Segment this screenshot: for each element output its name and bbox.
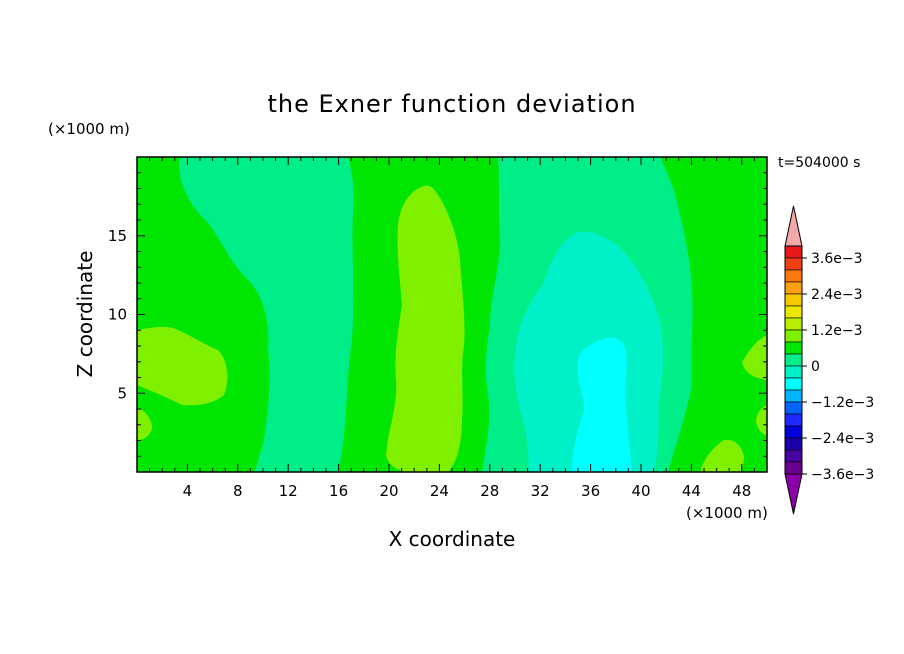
colorbar-label: −2.4e−3	[811, 431, 874, 447]
colorbar-swatch	[784, 293, 803, 307]
colorbar-swatch	[784, 389, 803, 403]
colorbar-swatch	[784, 281, 803, 295]
colorbar-swatch	[784, 425, 803, 439]
colorbar-swatch	[784, 245, 803, 259]
colorbar-swatch	[784, 341, 803, 355]
x-tick-label: 4	[183, 482, 193, 500]
y-unit-label: (×1000 m)	[48, 120, 130, 138]
contour-blob-southeast	[700, 439, 744, 472]
colorbar-swatch	[784, 305, 803, 319]
y-tick-label: 10	[108, 306, 127, 324]
colorbar-label: 3.6e−3	[811, 251, 863, 267]
colorbar-frame	[784, 245, 803, 475]
colorbar-swatch	[784, 353, 803, 367]
contour-blob-west-low	[137, 408, 152, 440]
x-tick-label: 8	[233, 482, 243, 500]
chart-title: the Exner function deviation	[267, 90, 636, 118]
contour-blob-west	[137, 326, 228, 406]
y-tick-label: 5	[117, 384, 127, 402]
colorbar-label: 0	[811, 359, 820, 375]
colorbar-swatch	[784, 365, 803, 379]
x-tick-label: 44	[682, 482, 701, 500]
plot-area	[137, 157, 767, 472]
colorbar-label: 1.2e−3	[811, 323, 863, 339]
contour-core-cyan	[572, 337, 632, 472]
x-tick-label: 32	[531, 482, 550, 500]
colorbar-label: 2.4e−3	[811, 287, 863, 303]
y-axis-ticks: 5 10 15	[108, 172, 767, 457]
colorbar-swatch	[784, 317, 803, 331]
colorbar-swatch	[784, 377, 803, 391]
x-tick-label: 16	[329, 482, 348, 500]
x-tick-label: 40	[631, 482, 650, 500]
y-tick-label: 15	[108, 227, 127, 245]
x-tick-label: 20	[379, 482, 398, 500]
x-unit-label: (×1000 m)	[686, 504, 768, 522]
colorbar-over-arrow	[784, 205, 803, 247]
colorbar-swatch	[784, 437, 803, 451]
colorbar-swatch	[784, 329, 803, 343]
x-tick-label: 12	[279, 482, 298, 500]
contour-column-yellowgreen	[386, 185, 465, 472]
x-tick-label: 48	[732, 482, 751, 500]
colorbar-swatch	[784, 401, 803, 415]
time-label: t=504000 s	[778, 155, 860, 171]
colorbar-swatch	[784, 449, 803, 463]
colorbar-swatch	[784, 257, 803, 271]
colorbar-label: −3.6e−3	[811, 467, 874, 483]
colorbar-swatch	[784, 269, 803, 283]
x-tick-label: 28	[480, 482, 499, 500]
y-axis-label: Z coordinate	[73, 251, 97, 378]
contour-band-west	[179, 157, 354, 472]
x-axis-ticks: 4 8 12 16 20 24 28 32 36 40 44 48	[149, 157, 755, 500]
x-tick-label: 36	[581, 482, 600, 500]
contour-blob-east-low	[756, 405, 767, 436]
x-axis-label: X coordinate	[389, 527, 516, 551]
colorbar-swatch	[784, 461, 803, 475]
x-tick-label: 24	[430, 482, 449, 500]
contour-blob-east	[742, 335, 767, 380]
colorbar-label: −1.2e−3	[811, 395, 874, 411]
colorbar: 3.6e−3 2.4e−3 1.2e−3 0 −1.2e−3 −2.4e−3 −3.6e−3	[784, 205, 874, 515]
colorbar-under-arrow	[784, 473, 803, 515]
colorbar-swatch	[784, 413, 803, 427]
